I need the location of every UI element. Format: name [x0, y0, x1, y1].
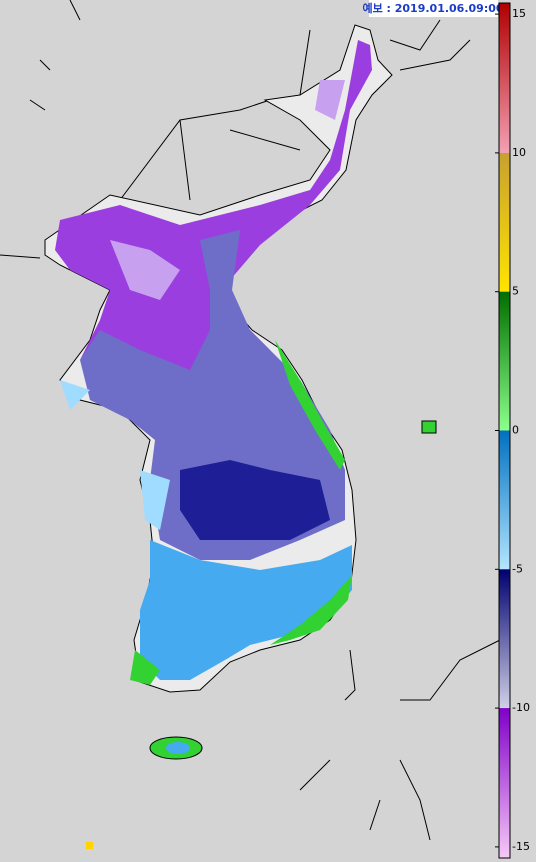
- colorbar-band: [499, 569, 510, 709]
- colorbar-band: [499, 152, 510, 292]
- tick-label: 0: [512, 424, 519, 437]
- borders: [0, 0, 501, 841]
- tick-label: 5: [512, 285, 519, 298]
- tick-label: 15: [512, 7, 526, 20]
- timestamp-box: [369, 0, 498, 17]
- tick-label: -10: [512, 701, 530, 714]
- timestamp: 예보 : 2019.01.06.09:00: [362, 1, 503, 15]
- island: [86, 842, 93, 849]
- peninsula: [44, 24, 437, 849]
- tick-label: -5: [512, 562, 523, 575]
- colorbar-band: [499, 708, 510, 858]
- tick-label: -15: [512, 840, 530, 853]
- jeju-center: [166, 742, 190, 754]
- colorbar-band: [499, 3, 510, 153]
- dokdo: [421, 420, 437, 434]
- colorbar-band: [499, 430, 510, 570]
- tick-label: 10: [512, 146, 526, 159]
- colorbar: 15 10 5 0 -5 -10 -15: [495, 2, 530, 859]
- colorbar-band: [499, 291, 510, 431]
